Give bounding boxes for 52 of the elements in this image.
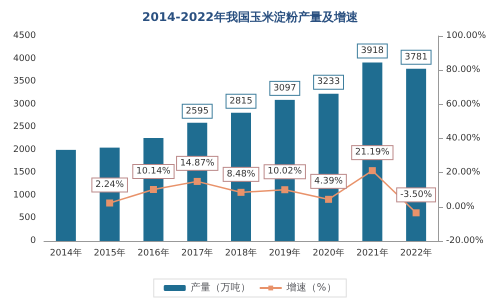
x-tick-label: 2022年 bbox=[400, 248, 432, 258]
data-label: 8.48% bbox=[226, 169, 256, 180]
y-tick-label: 3500 bbox=[13, 76, 36, 87]
y-tick-label: 4000 bbox=[13, 54, 36, 64]
data-label: 2815 bbox=[230, 96, 252, 106]
y2-tick-label: -20.00% bbox=[446, 236, 484, 246]
data-label: 10.02% bbox=[268, 166, 302, 177]
data-label: 10.14% bbox=[136, 166, 172, 177]
y-tick-label: 500 bbox=[18, 213, 36, 224]
point bbox=[281, 186, 288, 194]
y2-tick-label: 80.00% bbox=[446, 65, 481, 76]
x-tick-label: 2016年 bbox=[137, 248, 170, 258]
y-tick-label: 3000 bbox=[13, 99, 36, 110]
y-tick-label: 0 bbox=[30, 236, 36, 246]
point bbox=[238, 188, 244, 196]
data-label: 3097 bbox=[273, 83, 296, 94]
data-label: 2.24% bbox=[95, 180, 124, 190]
point bbox=[412, 209, 420, 216]
point bbox=[194, 178, 201, 185]
bar bbox=[56, 150, 76, 241]
x-tick-label: 2021年 bbox=[356, 248, 388, 258]
x-tick-label: 2019年 bbox=[268, 248, 301, 258]
y2-tick-label: 0.00% bbox=[446, 202, 476, 212]
data-label: 4.39% bbox=[314, 176, 344, 186]
data-label: 2595 bbox=[186, 106, 209, 116]
y2-tick-label: 100.00% bbox=[446, 31, 486, 41]
data-label: 3918 bbox=[360, 46, 384, 56]
data-label: 3781 bbox=[404, 52, 428, 62]
x-tick-label: 2017年 bbox=[181, 248, 214, 258]
x-tick-label: 2015年 bbox=[94, 248, 126, 258]
x-tick-label: 2020年 bbox=[312, 248, 345, 258]
y2-tick-label: 40.00% bbox=[446, 134, 481, 144]
data-label: 14.87% bbox=[180, 158, 215, 168]
y-tick-label: 2000 bbox=[13, 144, 36, 155]
y-tick-label: 4500 bbox=[13, 31, 36, 41]
point bbox=[325, 196, 332, 203]
y2-tick-label: 20.00% bbox=[446, 168, 481, 178]
point bbox=[150, 186, 157, 194]
chart-title: 2014-2022年我国玉米淀粉产量及增速 bbox=[142, 10, 359, 24]
point bbox=[368, 167, 376, 174]
legend-label: 产量（万吨） bbox=[190, 282, 251, 294]
data-label: -3.50% bbox=[400, 190, 432, 200]
y2-tick-label: 60.00% bbox=[446, 99, 481, 110]
y-tick-label: 1500 bbox=[13, 168, 36, 178]
y-tick-label: 1000 bbox=[13, 190, 36, 200]
x-tick-label: 2014年 bbox=[50, 248, 82, 258]
data-label: 21.19% bbox=[355, 148, 390, 158]
point bbox=[106, 200, 114, 207]
legend-label: 增速（%） bbox=[286, 282, 336, 294]
y-tick-label: 2500 bbox=[13, 122, 36, 132]
data-label: 3233 bbox=[317, 77, 340, 88]
x-tick-label: 2018年 bbox=[225, 248, 257, 258]
